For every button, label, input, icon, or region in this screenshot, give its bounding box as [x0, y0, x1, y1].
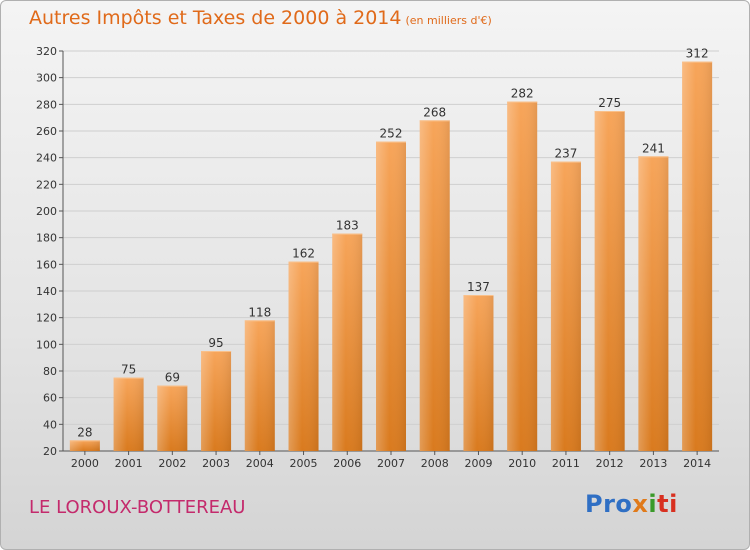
x-tick-label: 2008 — [421, 457, 449, 470]
data-label: 75 — [121, 363, 136, 377]
data-label: 137 — [467, 280, 490, 294]
data-label: 183 — [336, 219, 359, 233]
label-layer: 28 75 69 95 118 162 183 252 268 137 282 237 275 241 31… — [77, 47, 708, 440]
data-label: 95 — [208, 336, 223, 350]
x-tick-label: 2013 — [639, 457, 667, 470]
bar-shade — [69, 440, 100, 451]
bar-shade — [288, 261, 319, 451]
y-tick-label: 280 — [36, 98, 57, 111]
chart-title-text: Autres Impôts et Taxes de 2000 à 2014 — [29, 7, 402, 29]
x-tick-label: 2011 — [552, 457, 580, 470]
data-label: 28 — [77, 425, 92, 439]
x-tick-label: 2005 — [290, 457, 318, 470]
x-tick-label: 2010 — [508, 457, 536, 470]
bar-shade — [638, 156, 669, 452]
axis-layer: 20 40 60 80 100 120 140 160 180 200 220 240 260 280 30… — [36, 45, 719, 470]
x-tick-label: 2007 — [377, 457, 405, 470]
chart-subtitle: (en milliers d'€) — [405, 14, 492, 27]
bar-shade — [594, 111, 625, 451]
chart-title: Autres Impôts et Taxes de 2000 à 2014 (en… — [29, 7, 492, 29]
x-tick-label: 2006 — [333, 457, 361, 470]
y-tick-label: 160 — [36, 258, 57, 271]
bar-layer — [69, 61, 713, 452]
bar-shade — [201, 351, 232, 451]
y-tick-label: 20 — [43, 445, 57, 458]
data-label: 252 — [380, 127, 403, 141]
bar-shade — [419, 120, 450, 451]
y-tick-label: 40 — [43, 418, 57, 431]
bar-shade — [507, 101, 538, 452]
y-tick-label: 180 — [36, 232, 57, 245]
y-tick-label: 200 — [36, 205, 57, 218]
bar-shade — [682, 61, 713, 452]
bar-shade — [376, 141, 406, 451]
data-label: 268 — [423, 105, 446, 119]
data-label: 118 — [248, 305, 271, 319]
x-tick-label: 2014 — [683, 457, 711, 470]
y-tick-label: 220 — [36, 178, 57, 191]
y-tick-label: 120 — [36, 312, 57, 325]
bar-shade — [332, 233, 363, 451]
data-label: 275 — [598, 96, 621, 110]
x-tick-label: 2002 — [158, 457, 186, 470]
y-tick-label: 60 — [43, 392, 57, 405]
data-label: 241 — [642, 141, 665, 155]
y-tick-label: 140 — [36, 285, 57, 298]
data-label: 162 — [292, 247, 315, 261]
bar-shade — [157, 385, 188, 451]
data-label: 282 — [511, 87, 534, 101]
bar-shade — [113, 377, 144, 451]
y-tick-label: 100 — [36, 338, 57, 351]
y-tick-label: 80 — [43, 365, 57, 378]
y-tick-label: 320 — [36, 45, 57, 58]
proxiti-logo[interactable]: Proxiti — [585, 490, 678, 518]
x-tick-label: 2001 — [115, 457, 143, 470]
bar-shade — [244, 320, 275, 451]
y-tick-label: 260 — [36, 125, 57, 138]
x-tick-label: 2012 — [596, 457, 624, 470]
data-label: 237 — [554, 147, 577, 161]
x-tick-label: 2004 — [246, 457, 274, 470]
data-label: 69 — [165, 371, 180, 385]
y-tick-label: 240 — [36, 152, 57, 165]
x-tick-label: 2000 — [71, 457, 99, 470]
town-name: LE LOROUX-BOTTEREAU — [29, 497, 246, 518]
data-label: 312 — [686, 47, 709, 61]
x-tick-label: 2003 — [202, 457, 230, 470]
bar-shade — [463, 295, 494, 451]
bar-shade — [550, 161, 581, 451]
x-tick-label: 2009 — [464, 457, 492, 470]
y-tick-label: 300 — [36, 72, 57, 85]
